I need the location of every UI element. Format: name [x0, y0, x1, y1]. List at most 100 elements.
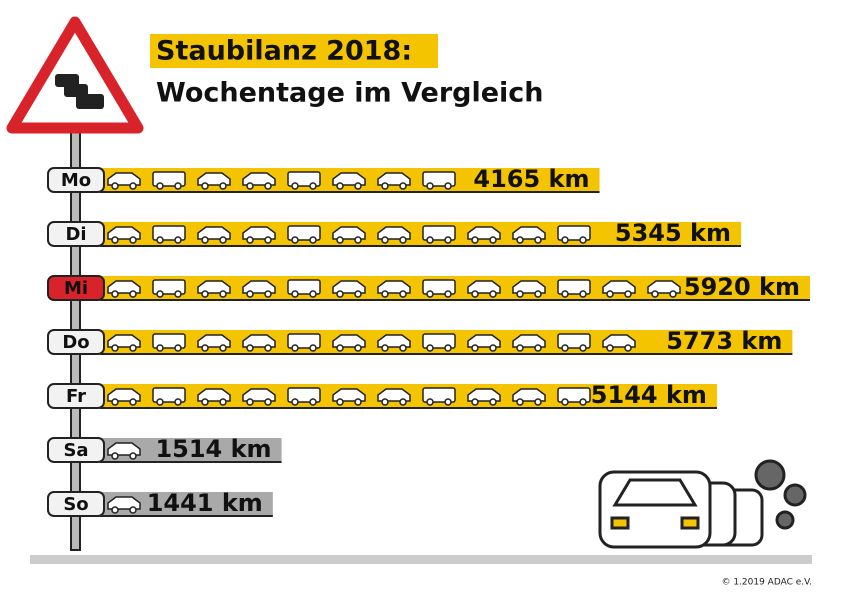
vehicle-icon	[287, 333, 321, 352]
vehicle-icon	[107, 388, 141, 406]
wheel	[264, 344, 272, 352]
value-label: 5345 km	[615, 219, 731, 247]
vehicle-body	[197, 280, 231, 294]
vehicle-icon	[197, 226, 231, 244]
vehicle-icon	[557, 279, 591, 298]
wheel	[354, 344, 362, 352]
wheel	[264, 236, 272, 244]
chart-title: Staubilanz 2018:	[156, 36, 412, 67]
wheel	[444, 398, 452, 406]
vehicle-body	[242, 280, 276, 294]
wheel	[381, 398, 389, 406]
title-highlight	[150, 34, 438, 68]
wheel	[336, 344, 344, 352]
wheel	[174, 290, 182, 298]
vehicle-icon	[242, 388, 276, 406]
wheel	[246, 398, 254, 406]
vehicle-icon	[332, 172, 366, 190]
vehicle-icon	[242, 172, 276, 190]
wheel	[606, 290, 614, 298]
wheel	[354, 236, 362, 244]
wheel	[246, 236, 254, 244]
wheel	[309, 344, 317, 352]
vehicle-icon	[242, 334, 276, 352]
vehicle-body	[107, 388, 141, 402]
wheel	[336, 182, 344, 190]
vehicle-icon	[107, 280, 141, 298]
wheel	[489, 236, 497, 244]
wheel	[129, 344, 137, 352]
wheel	[516, 290, 524, 298]
wheel	[669, 290, 677, 298]
wheel	[291, 344, 299, 352]
vehicle-icon	[287, 225, 321, 244]
wheel	[111, 452, 119, 460]
value-label: 1441 km	[147, 489, 263, 517]
vehicle-icon	[602, 334, 636, 352]
wheel	[624, 344, 632, 352]
credit: © 1.2019 ADAC e.V.	[721, 578, 812, 588]
value-label: 5144 km	[591, 381, 707, 409]
day-label-box	[47, 167, 105, 193]
vehicle-body	[197, 172, 231, 186]
vehicle-body	[377, 388, 411, 402]
wheel	[399, 290, 407, 298]
vehicle-body	[332, 172, 366, 186]
day-label: Mo	[61, 170, 91, 191]
vehicle-icon	[152, 225, 186, 244]
wheel	[399, 398, 407, 406]
vehicle-icon	[422, 225, 456, 244]
vehicle-body	[107, 172, 141, 186]
day-label-box	[47, 275, 105, 301]
day-label-box	[47, 437, 105, 463]
vehicle-body	[467, 226, 501, 240]
vehicle-body	[332, 388, 366, 402]
wheel	[534, 236, 542, 244]
vehicle-body	[332, 280, 366, 294]
day-label-box	[47, 491, 105, 517]
bar-shadow	[100, 298, 810, 301]
chart-subtitle: Wochentage im Vergleich	[156, 78, 544, 109]
wheel	[399, 344, 407, 352]
wheel	[111, 236, 119, 244]
wheel	[579, 344, 587, 352]
vehicle-body	[512, 334, 546, 348]
vehicle-icon	[377, 172, 411, 190]
wheel	[579, 290, 587, 298]
wheel	[336, 290, 344, 298]
wheel	[471, 290, 479, 298]
wheel	[309, 398, 317, 406]
vehicle-body	[602, 334, 636, 348]
vehicle-body	[107, 496, 141, 510]
wheel	[156, 290, 164, 298]
wheel	[246, 182, 254, 190]
ground	[30, 555, 812, 564]
vehicle-body	[512, 388, 546, 402]
wheel	[444, 236, 452, 244]
wheel	[381, 182, 389, 190]
day-label-box	[47, 329, 105, 355]
vehicle-icon	[107, 334, 141, 352]
wheel	[516, 398, 524, 406]
wheel	[129, 182, 137, 190]
wheel	[264, 182, 272, 190]
wheel	[309, 236, 317, 244]
wheel	[534, 398, 542, 406]
wheel	[624, 290, 632, 298]
wheel	[291, 236, 299, 244]
vehicle-icon	[422, 387, 456, 406]
wheel	[201, 344, 209, 352]
vehicle-body	[377, 334, 411, 348]
vehicle-body	[377, 172, 411, 186]
day-label: Di	[65, 224, 86, 245]
vehicle-icon	[152, 171, 186, 190]
vehicle-body	[512, 226, 546, 240]
wheel	[354, 290, 362, 298]
wheel	[489, 344, 497, 352]
vehicle-icon	[377, 388, 411, 406]
vehicle-icon	[332, 226, 366, 244]
vehicle-icon	[512, 280, 546, 298]
wheel	[201, 236, 209, 244]
bar-shadow	[100, 190, 600, 193]
vehicle-icon	[557, 387, 591, 406]
